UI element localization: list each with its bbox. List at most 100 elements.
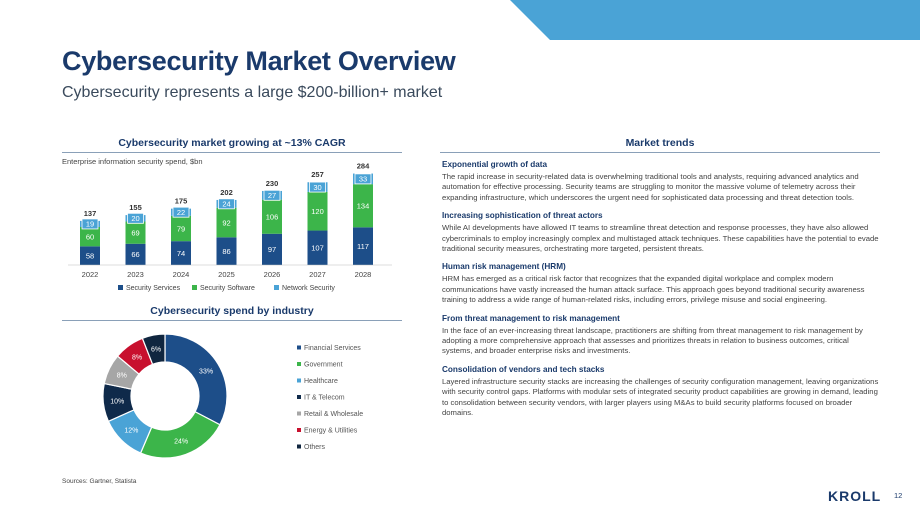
trend-heading: Increasing sophistication of threat acto… <box>442 211 603 221</box>
x-tick-label: 2026 <box>264 270 281 279</box>
legend-swatch <box>192 285 197 290</box>
bar-label-box <box>127 212 144 224</box>
trend-body: In the face of an ever-increasing threat… <box>442 325 863 356</box>
bar-segment <box>216 207 237 238</box>
bar-value-label: 120 <box>311 207 324 216</box>
bar-chart-header-rule <box>62 152 402 153</box>
bar-total-label: 155 <box>129 203 142 212</box>
x-tick-label: 2028 <box>355 270 372 279</box>
bar-total-label: 230 <box>266 179 279 188</box>
pie-chart-header-rule <box>62 320 402 321</box>
trend-body: The rapid increase in security-related d… <box>442 172 859 202</box>
bar-segment <box>171 215 191 242</box>
bar-segment <box>353 184 373 228</box>
donut-slice <box>139 410 221 459</box>
legend-label: Network Security <box>282 285 335 292</box>
x-tick-label: 2027 <box>309 270 326 279</box>
bar-segment <box>353 227 373 265</box>
page-title: Cybersecurity Market Overview <box>62 46 456 76</box>
bar-value-label: 60 <box>86 232 94 241</box>
bar-segment <box>125 243 146 265</box>
bar-segment <box>216 237 237 265</box>
stacked-bar-chart: 58 60 19 137 2022 66 69 20 155 2023 74 79 22 175 2024 8… <box>68 162 392 292</box>
bar-value-label: 30 <box>313 183 321 192</box>
bar-value-label: 66 <box>131 250 139 259</box>
bar-value-label: 24 <box>222 200 230 209</box>
legend-swatch <box>297 362 301 366</box>
bar-value-label: 74 <box>177 249 185 258</box>
legend-swatch <box>297 411 301 416</box>
donut-slice <box>164 333 228 426</box>
legend-label: Others <box>304 444 326 451</box>
legend-swatch <box>274 285 279 290</box>
bar-value-label: 117 <box>357 242 369 251</box>
bar-value-label: 86 <box>222 247 230 256</box>
bar-segment <box>171 241 191 265</box>
bar-value-label: 69 <box>131 228 139 237</box>
bar-value-label: 20 <box>131 214 139 223</box>
pie-chart-header: Cybersecurity spend by industry <box>150 305 314 317</box>
trend-heading: From threat management to risk managemen… <box>442 313 620 323</box>
trend-body: While AI developments have allowed IT te… <box>442 223 879 254</box>
legend-swatch <box>297 428 301 432</box>
x-tick-label: 2023 <box>127 270 144 279</box>
bar-value-label: 33 <box>359 175 367 184</box>
legend-label: IT & Telecom <box>304 395 345 402</box>
bar-value-label: 22 <box>177 208 185 217</box>
market-trends-header-rule <box>440 152 880 153</box>
bar-segment <box>262 233 282 265</box>
legend-swatch <box>297 378 301 383</box>
trend-item: Increasing sophistication of threat acto… <box>442 211 880 254</box>
legend-label: Healthcare <box>304 378 338 385</box>
bar-value-label: 58 <box>86 251 94 260</box>
legend-label: Security Software <box>200 285 255 292</box>
legend-label: Energy & Utilities <box>304 428 358 435</box>
x-tick-label: 2025 <box>218 270 235 279</box>
slice-value-label: 8% <box>117 373 127 380</box>
corner-accent-shape <box>510 0 920 40</box>
bar-segment <box>307 191 328 231</box>
bar-segment <box>80 227 100 247</box>
trend-heading: Human risk management (HRM) <box>442 262 566 272</box>
x-tick-label: 2024 <box>173 270 190 279</box>
bar-value-label: 27 <box>268 191 276 200</box>
trend-item: Consolidation of vendors and tech stacks… <box>442 365 880 419</box>
trend-heading: Consolidation of vendors and tech stacks <box>442 364 605 374</box>
trend-body: Layered infrastructure security stacks a… <box>442 376 879 418</box>
bar-chart-header: Cybersecurity market growing at ~13% CAG… <box>118 137 346 149</box>
sources-note: Sources: Gartner, Statista <box>62 478 137 485</box>
bar-value-label: 19 <box>86 220 94 229</box>
bar-segment <box>80 246 100 265</box>
bar-label-box <box>354 173 372 185</box>
bar-value-label: 97 <box>268 245 276 254</box>
trend-item: Exponential growth of data The rapid inc… <box>442 160 880 203</box>
legend-label: Security Services <box>126 285 181 292</box>
bar-chart-note: Enterprise information security spend, $… <box>62 157 203 166</box>
trend-body: HRM has emerged as a critical risk facto… <box>442 274 865 305</box>
bar-value-label: 92 <box>222 218 230 227</box>
slice-value-label: 12% <box>124 428 138 435</box>
bar-value-label: 107 <box>311 244 324 253</box>
bar-total-label: 257 <box>311 170 324 179</box>
bar-label-box <box>81 218 99 230</box>
bar-label-box <box>218 198 235 210</box>
legend-swatch <box>118 285 123 290</box>
slice-value-label: 24% <box>174 439 188 446</box>
x-tick-label: 2022 <box>82 270 99 279</box>
bar-segment <box>125 221 146 244</box>
page-subtitle: Cybersecurity represents a large $200-bi… <box>62 84 443 101</box>
donut-chart: 33% 24% 12% 10% 8% 8% 6% Financial Services Gove… <box>102 333 363 459</box>
market-trends-header: Market trends <box>625 137 695 149</box>
bar-total-label: 202 <box>220 188 233 197</box>
kroll-logo: KROLL <box>828 488 882 504</box>
slice-value-label: 10% <box>110 399 124 406</box>
donut-slice <box>141 333 166 366</box>
slice-value-label: 8% <box>132 354 142 361</box>
bar-label-box <box>263 189 281 201</box>
page-number: 12 <box>894 491 903 500</box>
market-trends-list: Exponential growth of data The rapid inc… <box>442 160 880 427</box>
bar-total-label: 137 <box>84 209 97 218</box>
slice-value-label: 6% <box>151 346 161 353</box>
trend-item: Human risk management (HRM) HRM has emer… <box>442 262 880 305</box>
bar-total-label: 175 <box>175 197 188 206</box>
